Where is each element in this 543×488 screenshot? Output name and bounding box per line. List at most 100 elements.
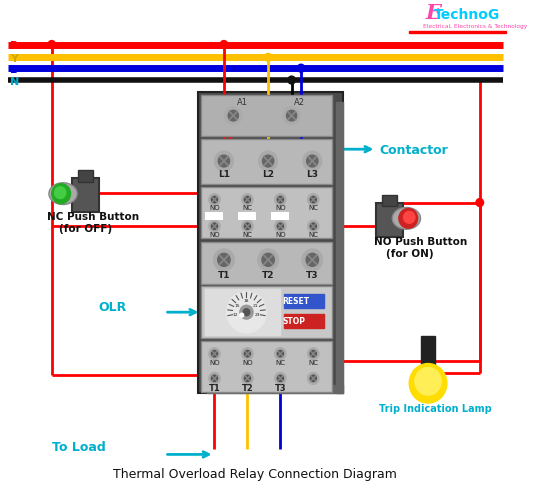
Circle shape (240, 305, 253, 320)
Circle shape (275, 348, 286, 360)
Circle shape (275, 194, 286, 206)
Circle shape (54, 187, 66, 199)
Text: NC: NC (242, 205, 252, 211)
Text: NO Push Button: NO Push Button (375, 237, 468, 246)
Bar (205, 213, 223, 221)
Text: T2: T2 (242, 384, 253, 392)
Text: 12: 12 (232, 313, 238, 317)
Circle shape (209, 348, 220, 360)
Circle shape (310, 375, 317, 382)
Circle shape (214, 152, 233, 172)
Text: A2: A2 (294, 98, 305, 106)
Text: TechnoG: TechnoG (434, 8, 500, 22)
FancyBboxPatch shape (201, 287, 332, 338)
Text: NC: NC (308, 232, 318, 238)
FancyBboxPatch shape (198, 93, 343, 393)
Circle shape (211, 224, 218, 230)
Circle shape (264, 54, 272, 62)
Text: Electrical, Electronics & Technology: Electrical, Electronics & Technology (424, 24, 528, 29)
Circle shape (220, 41, 228, 49)
Circle shape (213, 249, 234, 271)
Text: Contactor: Contactor (379, 143, 448, 156)
Circle shape (209, 194, 220, 206)
Circle shape (476, 199, 484, 207)
Text: STOP: STOP (282, 316, 305, 325)
Circle shape (242, 194, 253, 206)
Circle shape (240, 313, 244, 318)
Circle shape (275, 373, 286, 385)
Text: T2: T2 (262, 270, 274, 279)
Circle shape (242, 348, 253, 360)
Circle shape (403, 212, 415, 224)
Bar (376, 203, 403, 238)
Bar (421, 336, 434, 374)
Circle shape (308, 373, 319, 385)
Circle shape (310, 197, 317, 203)
Circle shape (302, 249, 323, 271)
Circle shape (310, 224, 317, 230)
Bar (205, 290, 280, 335)
Text: NC: NC (242, 232, 252, 238)
Circle shape (209, 373, 220, 385)
Circle shape (308, 348, 319, 360)
Text: N: N (10, 77, 20, 87)
FancyBboxPatch shape (201, 341, 332, 392)
Circle shape (244, 197, 250, 203)
Text: RESET: RESET (282, 296, 310, 305)
Circle shape (287, 111, 296, 122)
FancyBboxPatch shape (201, 96, 332, 137)
Circle shape (242, 373, 253, 385)
Text: NO: NO (275, 205, 286, 211)
Circle shape (277, 375, 283, 382)
FancyBboxPatch shape (201, 140, 332, 184)
Text: B: B (10, 65, 18, 75)
Circle shape (244, 224, 250, 230)
Circle shape (211, 197, 218, 203)
Circle shape (244, 351, 250, 357)
Text: E: E (425, 3, 441, 23)
Circle shape (244, 375, 250, 382)
Bar (238, 213, 256, 221)
Circle shape (288, 77, 295, 85)
Text: T1: T1 (218, 270, 230, 279)
Text: T1: T1 (209, 384, 220, 392)
Circle shape (243, 309, 250, 316)
Bar (382, 195, 397, 207)
Circle shape (52, 184, 71, 204)
Text: A1: A1 (237, 98, 248, 106)
Text: NO: NO (242, 359, 252, 365)
Circle shape (262, 156, 274, 168)
Text: Thermal Overload Relay Connection Diagram: Thermal Overload Relay Connection Diagra… (113, 467, 397, 480)
Text: 15: 15 (235, 304, 240, 308)
Circle shape (258, 249, 279, 271)
Text: 18: 18 (244, 299, 249, 303)
Text: T3: T3 (306, 270, 319, 279)
Circle shape (227, 292, 266, 333)
Circle shape (399, 209, 418, 229)
Circle shape (308, 194, 319, 206)
Text: NO: NO (209, 205, 220, 211)
Bar (284, 295, 324, 308)
Text: Y: Y (10, 54, 18, 64)
Circle shape (262, 254, 274, 267)
Text: R: R (10, 41, 19, 51)
Circle shape (277, 224, 283, 230)
Ellipse shape (392, 208, 420, 230)
Text: L1: L1 (218, 169, 230, 179)
Text: NC: NC (275, 359, 285, 365)
Bar (207, 386, 343, 393)
Circle shape (211, 375, 218, 382)
Circle shape (277, 351, 283, 357)
Text: 23: 23 (255, 313, 260, 317)
Circle shape (218, 254, 230, 267)
Circle shape (283, 107, 300, 125)
Circle shape (409, 364, 447, 403)
Text: L2: L2 (262, 169, 274, 179)
Circle shape (218, 156, 230, 168)
FancyBboxPatch shape (201, 187, 332, 239)
Circle shape (307, 156, 318, 168)
Bar (284, 314, 324, 328)
Text: 21: 21 (253, 304, 258, 308)
Circle shape (48, 41, 55, 49)
Circle shape (225, 107, 242, 125)
